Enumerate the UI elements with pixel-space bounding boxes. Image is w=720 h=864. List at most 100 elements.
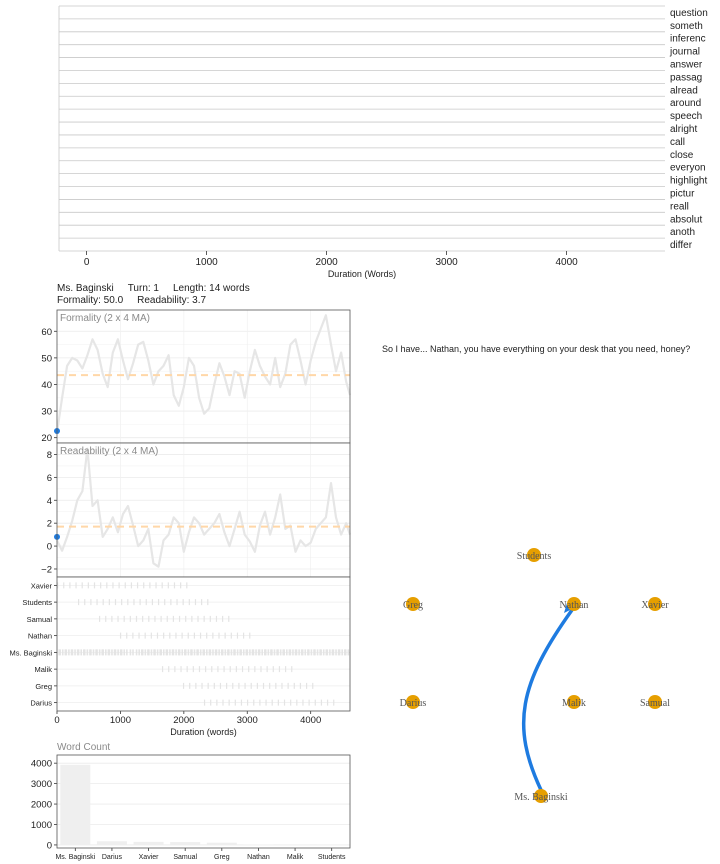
speaker-tick (209, 649, 212, 656)
x-tick-label: Students (318, 854, 346, 861)
speaker-tick (143, 582, 145, 589)
speaker-tick (228, 615, 230, 622)
speaker-tick (77, 599, 80, 606)
speaker-tick (329, 649, 331, 656)
word-count-chart: Word Count 0 1000 2000 3000 4000 Ms. Baginski D… (31, 742, 351, 861)
speaker-tick (111, 615, 113, 622)
turn-number: Turn: 1 (127, 283, 159, 294)
speaker-tick (68, 649, 70, 656)
x-tick-label: Xavier (139, 854, 160, 861)
speaker-tick (182, 682, 185, 689)
speaker-tick (253, 699, 255, 706)
speaker-tick (126, 632, 128, 639)
word-label: differ (670, 240, 693, 251)
speaker-tick (181, 632, 183, 639)
series-line (55, 314, 352, 433)
speaker-tick (251, 649, 254, 656)
bar (60, 764, 91, 845)
x-tick-label: 0 (84, 257, 90, 268)
node-label: Students (517, 551, 552, 562)
speaker-tick (181, 649, 184, 656)
speaker-tick (132, 649, 134, 656)
speaker-tick (169, 649, 171, 656)
speaker-tick (71, 649, 74, 656)
y-tick-label: 4000 (31, 759, 52, 770)
speaker-tick (175, 632, 177, 639)
speaker-tick (228, 649, 230, 656)
speaker-tick (272, 666, 274, 673)
speaker-tick (147, 649, 149, 656)
speaker-tick (155, 582, 157, 589)
speaker-tick (262, 682, 265, 689)
speaker-tick (126, 649, 128, 656)
speaker-tick (176, 599, 178, 606)
speaker-tick (192, 666, 194, 673)
word-label: journal (669, 47, 700, 58)
speaker-tick (64, 649, 67, 656)
speaker-tick (100, 582, 102, 589)
node-label: Greg (403, 600, 423, 611)
speaker-tick (320, 649, 322, 656)
speaker-tick (218, 632, 220, 639)
speaker-tick (220, 649, 223, 656)
speaker-tick (187, 649, 190, 656)
speaker-tick (254, 666, 256, 673)
speaker-tick (233, 649, 235, 656)
speaker-tick (108, 599, 110, 606)
readability-chart: −2 0 2 4 6 8 Readability (2 x 4 MA) (41, 442, 352, 578)
speaker-tick (177, 649, 180, 656)
speaker-tick (218, 649, 220, 656)
speaker-tick (261, 649, 264, 656)
speaker-tick (249, 649, 251, 656)
x-tick-label: 4000 (300, 715, 321, 726)
speaker-tick (244, 682, 246, 689)
word-label: anoth (670, 227, 695, 238)
speaker-tick (230, 632, 232, 639)
speaker-tick (240, 649, 242, 656)
node-label: Ms. Baginski (514, 792, 568, 803)
speaker-tick (208, 649, 211, 656)
speaker-node (567, 695, 581, 709)
speaker-label: Nathan (28, 632, 52, 641)
x-tick-label: Nathan (247, 854, 270, 861)
speaker-label: Ms. Baginski (9, 648, 52, 657)
speaker-tick (238, 682, 240, 689)
speaker-tick (174, 666, 176, 673)
speaker-tick (129, 649, 132, 656)
speaker-label: Xavier (31, 581, 53, 590)
speaker-tick (188, 599, 190, 606)
speaker-tick (168, 666, 170, 673)
speaker-tick (117, 615, 119, 622)
speaker-tick (182, 599, 184, 606)
speaker-tick (187, 632, 189, 639)
speaker-tick (322, 649, 325, 656)
speaker-tick (264, 649, 267, 656)
word-dispersion-chart: question someth inferenc journal answerpassa… (58, 5, 708, 279)
speaker-tick (325, 649, 328, 656)
speaker-tick (224, 632, 226, 639)
speaker-tick (207, 599, 209, 606)
speaker-tick (264, 649, 266, 656)
speaker-tick (121, 599, 123, 606)
turn-readability: Readability: 3.7 (137, 295, 207, 306)
speaker-tick (291, 666, 293, 673)
speaker-tick (167, 582, 169, 589)
speaker-tick (154, 649, 156, 656)
speaker-tick (93, 582, 96, 589)
speaker-tick (114, 599, 117, 606)
word-label: inferenc (670, 34, 706, 45)
speaker-tick (283, 699, 286, 706)
speaker-tick (284, 666, 287, 673)
speaker-tick (312, 682, 314, 689)
speaker-tick (191, 615, 193, 622)
y-tick-label: 20 (41, 433, 52, 444)
speaker-tick (105, 649, 107, 656)
speaker-tick (331, 649, 334, 656)
panel-title: Readability (2 x 4 MA) (60, 446, 158, 457)
speaker-node (648, 597, 662, 611)
x-tick-label: Darius (102, 854, 123, 861)
speaker-label: Malik (34, 665, 52, 674)
speaker-tick (288, 649, 291, 656)
speaker-tick (119, 649, 122, 656)
speaker-node (406, 695, 420, 709)
